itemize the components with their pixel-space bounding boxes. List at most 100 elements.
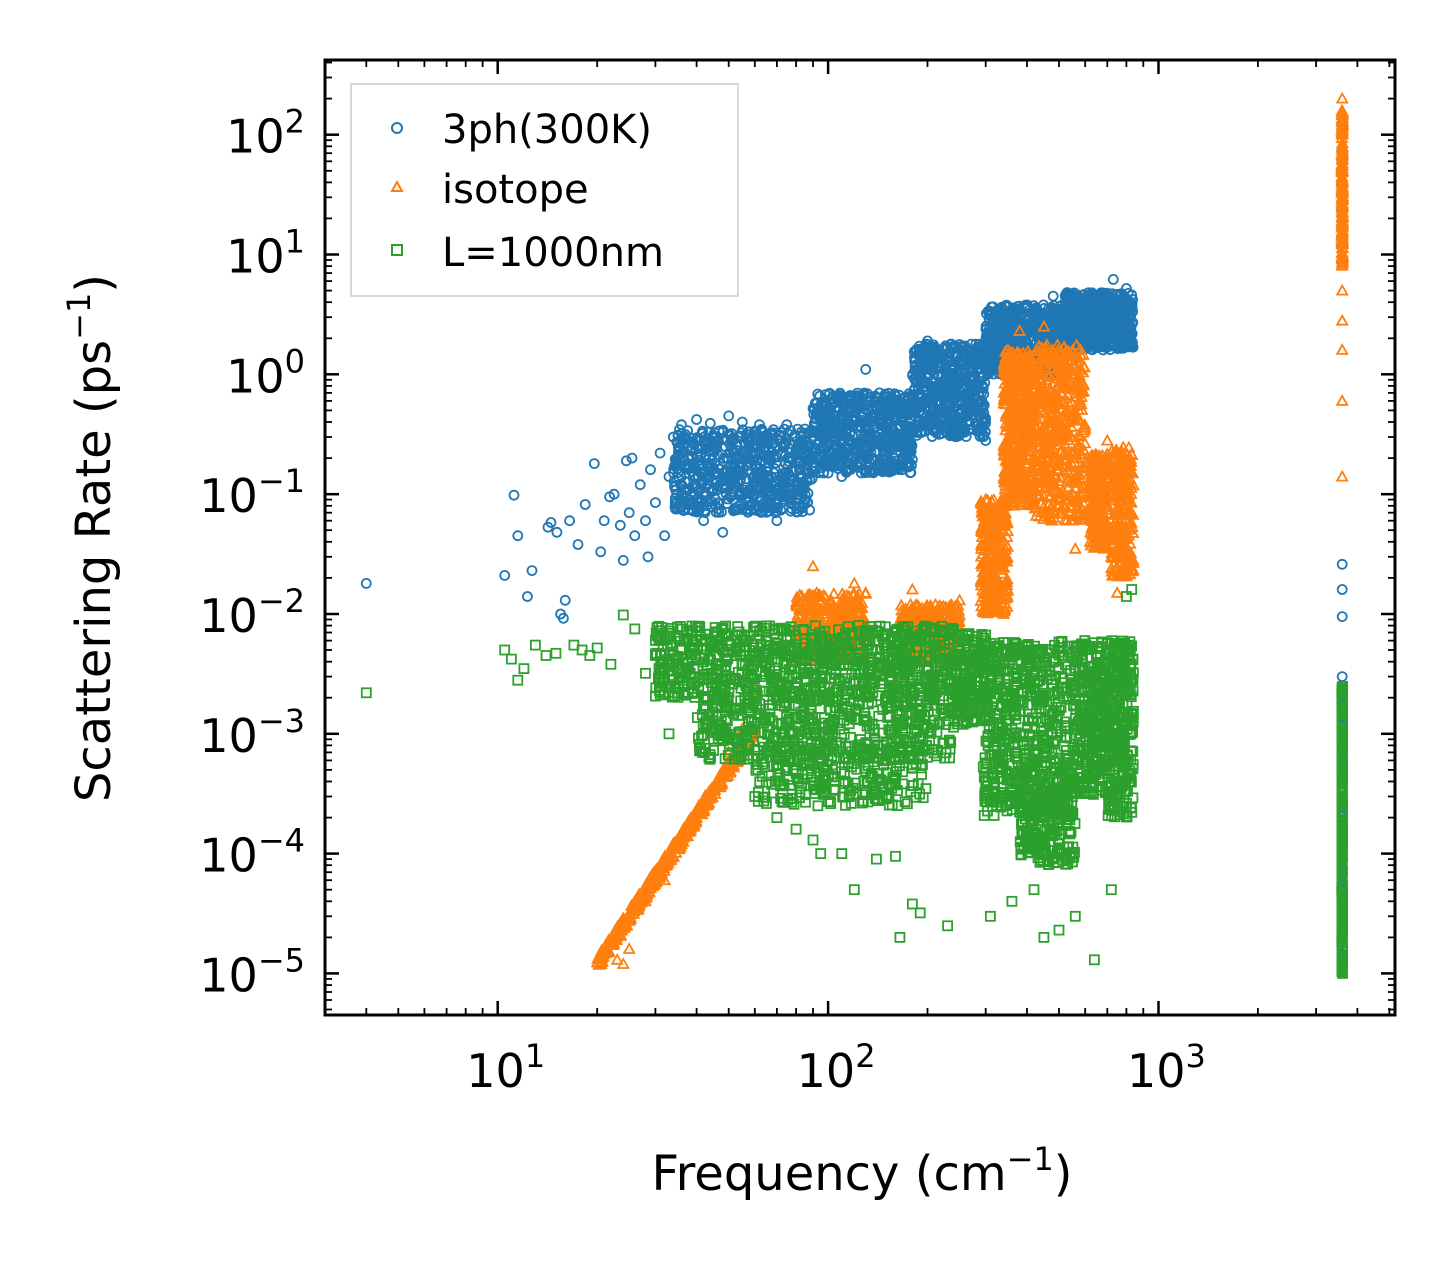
data-point-circle xyxy=(942,355,953,367)
data-point-circle xyxy=(904,467,916,479)
data-point-circle xyxy=(902,456,914,468)
data-point-circle xyxy=(915,347,927,359)
data-point-circle xyxy=(687,459,699,471)
data-point-circle xyxy=(945,356,957,368)
data-point-circle xyxy=(654,447,666,459)
data-point-circle xyxy=(642,551,654,563)
data-point-circle xyxy=(784,489,795,501)
data-point-circle xyxy=(786,503,798,515)
data-point-circle xyxy=(770,457,782,469)
data-point-circle xyxy=(771,441,783,453)
data-point-circle xyxy=(956,397,968,409)
data-point-circle xyxy=(865,411,877,423)
data-point-circle xyxy=(1336,584,1348,595)
data-point-circle xyxy=(737,468,749,480)
data-point-circle xyxy=(952,428,964,440)
data-point-circle xyxy=(915,354,927,366)
data-point-circle xyxy=(942,368,954,380)
data-point-circle xyxy=(360,578,372,589)
data-point-circle xyxy=(650,497,661,509)
data-point-circle xyxy=(685,489,696,501)
data-point-circle xyxy=(956,403,968,415)
data-point-circle xyxy=(815,451,826,463)
data-point-circle xyxy=(522,591,533,602)
data-point-circle xyxy=(980,412,991,424)
data-point-circle xyxy=(713,503,724,515)
data-point-circle xyxy=(936,412,947,424)
data-point-circle xyxy=(694,461,705,472)
data-point-circle xyxy=(957,390,969,402)
data-point-circle xyxy=(512,530,524,542)
data-point-circle xyxy=(508,489,520,501)
data-point-circle xyxy=(831,427,843,439)
data-point-circle xyxy=(752,468,763,480)
data-point-circle xyxy=(691,414,702,425)
data-point-circle xyxy=(721,466,733,478)
data-point-circle xyxy=(704,417,716,429)
data-point-circle xyxy=(798,434,810,446)
data-point-circle xyxy=(1107,273,1119,285)
data-point-circle xyxy=(967,423,979,435)
data-point-circle xyxy=(551,526,563,538)
data-point-circle xyxy=(755,426,767,437)
data-point-circle xyxy=(784,493,795,505)
data-point-circle xyxy=(953,356,964,368)
data-point-circle xyxy=(956,350,968,362)
data-point-circle xyxy=(845,390,857,402)
data-point-circle xyxy=(797,486,808,498)
data-point-circle xyxy=(719,481,731,493)
data-point-circle xyxy=(882,439,894,451)
data-point-circle xyxy=(925,381,937,393)
data-point-circle xyxy=(669,480,681,492)
data-point-circle xyxy=(877,441,889,453)
data-point-circle xyxy=(925,350,937,362)
data-point-circle xyxy=(721,435,733,446)
data-point-circle xyxy=(672,467,684,479)
data-point-circle xyxy=(868,467,879,479)
data-point-circle xyxy=(944,387,956,399)
data-point-circle xyxy=(962,409,974,421)
data-point-circle xyxy=(911,365,923,377)
data-point-circle xyxy=(743,499,755,511)
data-point-circle xyxy=(916,426,928,438)
data-point-circle xyxy=(835,413,847,425)
data-point-circle xyxy=(699,452,711,464)
data-point-circle xyxy=(729,452,741,464)
data-point-circle xyxy=(816,408,828,420)
data-point-circle xyxy=(623,507,635,519)
data-point-circle xyxy=(904,436,916,448)
data-point-circle xyxy=(879,411,891,423)
data-point-circle xyxy=(774,429,786,441)
data-point-circle xyxy=(773,482,784,494)
data-point-circle xyxy=(762,462,774,474)
data-point-circle xyxy=(768,452,780,464)
data-point-circle xyxy=(871,447,883,459)
data-point-circle xyxy=(885,442,897,454)
data-point-circle xyxy=(814,436,826,447)
data-point-circle xyxy=(757,505,769,517)
data-point-circle xyxy=(845,463,857,475)
data-point-circle xyxy=(800,449,811,460)
data-point-circle xyxy=(572,539,584,550)
data-point-circle xyxy=(852,456,864,468)
data-point-circle xyxy=(930,380,942,392)
data-point-circle xyxy=(595,546,607,558)
data-point-circle xyxy=(982,305,994,317)
data-point-circle xyxy=(718,455,729,467)
data-point-circle xyxy=(891,463,903,474)
data-point-circle xyxy=(945,426,957,438)
data-point-circle xyxy=(797,506,808,518)
data-point-circle xyxy=(807,430,819,442)
data-point-circle xyxy=(814,410,826,422)
data-point-circle xyxy=(886,400,897,412)
data-point-circle xyxy=(862,461,874,473)
data-point-circle xyxy=(818,427,830,439)
data-point-circle xyxy=(889,431,901,443)
data-point-circle xyxy=(659,530,670,542)
data-point-circle xyxy=(945,342,957,354)
data-point-circle xyxy=(726,442,738,454)
data-point-circle xyxy=(922,363,933,375)
data-point-circle xyxy=(860,363,872,375)
data-point-circle xyxy=(852,436,863,448)
data-point-circle xyxy=(912,384,924,396)
